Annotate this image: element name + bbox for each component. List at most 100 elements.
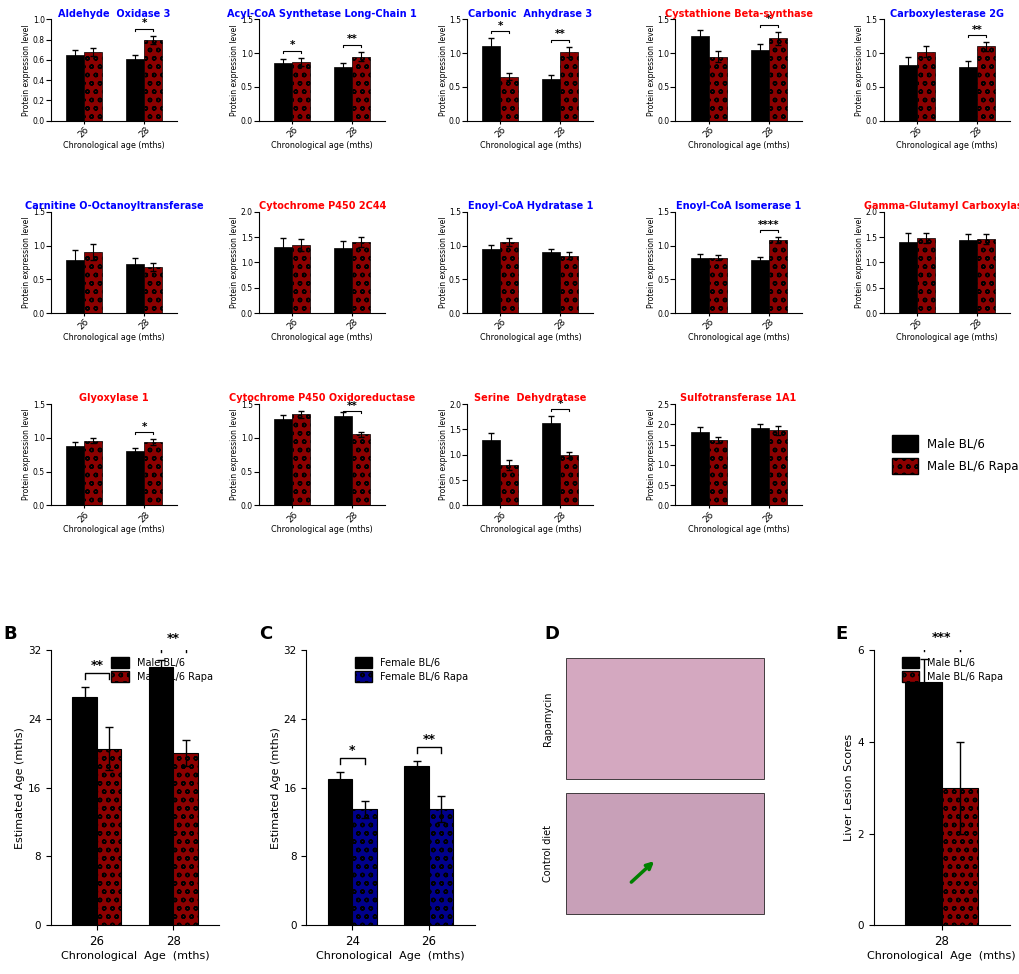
Bar (66, 55, 84, 121)
Bar (500, 77, 518, 121)
Bar (126, 59, 144, 121)
Bar (173, 753, 198, 925)
Y-axis label: Estimated Age (mths): Estimated Age (mths) (270, 727, 280, 848)
Y-axis label: Protein expression level: Protein expression level (438, 409, 447, 501)
Bar (334, 248, 352, 313)
Text: **: ** (422, 732, 435, 745)
X-axis label: Chronological  Age  (mths): Chronological Age (mths) (316, 951, 465, 960)
FancyBboxPatch shape (566, 658, 763, 779)
X-axis label: Chronological  Age  (mths): Chronological Age (mths) (61, 951, 209, 960)
X-axis label: Chronological age (mths): Chronological age (mths) (687, 333, 789, 342)
Text: B: B (4, 625, 17, 643)
Bar (690, 432, 708, 506)
Bar (144, 267, 162, 313)
Bar (482, 249, 500, 313)
Text: *: * (765, 14, 770, 24)
Title: Serine  Dehydratase: Serine Dehydratase (474, 393, 586, 403)
Bar (941, 788, 977, 925)
Bar (905, 682, 941, 925)
Text: *: * (348, 744, 356, 757)
Bar (750, 260, 768, 313)
Text: **: ** (970, 24, 981, 35)
Legend: Male BL/6, Male BL/6 Rapa: Male BL/6, Male BL/6 Rapa (109, 655, 214, 684)
Legend: Male BL/6, Male BL/6 Rapa: Male BL/6, Male BL/6 Rapa (899, 655, 1004, 684)
X-axis label: Chronological age (mths): Chronological age (mths) (687, 525, 789, 535)
Text: ****: **** (757, 220, 779, 230)
Bar (500, 243, 518, 313)
X-axis label: Chronological age (mths): Chronological age (mths) (895, 140, 997, 150)
Bar (66, 446, 84, 506)
Bar (72, 697, 97, 925)
Text: **: ** (346, 400, 358, 411)
Bar (958, 240, 976, 313)
Y-axis label: Estimated Age (mths): Estimated Age (mths) (15, 727, 25, 848)
Text: Control diet: Control diet (543, 825, 553, 882)
Bar (428, 809, 452, 925)
Y-axis label: Protein expression level: Protein expression level (22, 216, 32, 308)
Bar (126, 264, 144, 313)
Title: Sulfotransferase 1A1: Sulfotransferase 1A1 (680, 393, 796, 403)
Text: **: ** (167, 632, 179, 645)
Bar (126, 451, 144, 506)
Text: *: * (142, 18, 147, 28)
Bar (334, 66, 352, 121)
Bar (690, 258, 708, 313)
Y-axis label: Protein expression level: Protein expression level (22, 24, 32, 116)
Bar (708, 56, 726, 121)
Bar (482, 47, 500, 121)
Bar (542, 424, 559, 506)
Bar (352, 434, 370, 506)
Y-axis label: Protein expression level: Protein expression level (646, 409, 655, 501)
Bar (690, 36, 708, 121)
Bar (976, 239, 994, 313)
Text: *: * (497, 20, 502, 31)
Text: *: * (557, 398, 562, 408)
Text: **: ** (91, 658, 103, 671)
Title: Gamma-Glutamyl Carboxylase: Gamma-Glutamyl Carboxylase (863, 201, 1019, 211)
X-axis label: Chronological age (mths): Chronological age (mths) (63, 525, 165, 535)
Bar (559, 52, 578, 121)
X-axis label: Chronological age (mths): Chronological age (mths) (271, 333, 373, 342)
Title: Glyoxylase 1: Glyoxylase 1 (79, 393, 149, 403)
Legend: Male BL/6, Male BL/6 Rapa: Male BL/6, Male BL/6 Rapa (889, 432, 1019, 476)
Bar (482, 439, 500, 506)
Text: *: * (289, 40, 294, 51)
Bar (84, 440, 102, 506)
Bar (84, 252, 102, 313)
Text: C: C (259, 625, 272, 643)
Title: Carbonic  Anhydrase 3: Carbonic Anhydrase 3 (468, 9, 592, 19)
Text: **: ** (346, 34, 358, 44)
X-axis label: Chronological age (mths): Chronological age (mths) (63, 140, 165, 150)
Y-axis label: Protein expression level: Protein expression level (230, 216, 239, 308)
Y-axis label: Protein expression level: Protein expression level (438, 216, 447, 308)
X-axis label: Chronological age (mths): Chronological age (mths) (479, 333, 581, 342)
Bar (958, 66, 976, 121)
X-axis label: Chronological age (mths): Chronological age (mths) (479, 525, 581, 535)
Bar (66, 260, 84, 313)
Bar (708, 258, 726, 313)
Title: Carboxylesterase 2G: Carboxylesterase 2G (889, 9, 1003, 19)
Bar (334, 416, 352, 506)
Legend: Female BL/6, Female BL/6 Rapa: Female BL/6, Female BL/6 Rapa (353, 655, 470, 684)
Bar (768, 38, 786, 121)
Y-axis label: Protein expression level: Protein expression level (646, 216, 655, 308)
Bar (352, 243, 370, 313)
Text: **: ** (554, 29, 566, 40)
X-axis label: Chronological age (mths): Chronological age (mths) (63, 333, 165, 342)
X-axis label: Chronological age (mths): Chronological age (mths) (271, 140, 373, 150)
Y-axis label: Protein expression level: Protein expression level (438, 24, 447, 116)
X-axis label: Chronological age (mths): Chronological age (mths) (895, 333, 997, 342)
Bar (898, 243, 916, 313)
Bar (708, 439, 726, 506)
Bar (916, 238, 933, 313)
Bar (768, 241, 786, 313)
Y-axis label: Protein expression level: Protein expression level (230, 409, 239, 501)
Bar (144, 40, 162, 121)
Y-axis label: Protein expression level: Protein expression level (22, 409, 32, 501)
Bar (750, 429, 768, 506)
Bar (404, 767, 428, 925)
X-axis label: Chronological age (mths): Chronological age (mths) (687, 140, 789, 150)
FancyBboxPatch shape (566, 793, 763, 915)
Text: Rapamycin: Rapamycin (543, 692, 553, 746)
X-axis label: Chronological age (mths): Chronological age (mths) (479, 140, 581, 150)
